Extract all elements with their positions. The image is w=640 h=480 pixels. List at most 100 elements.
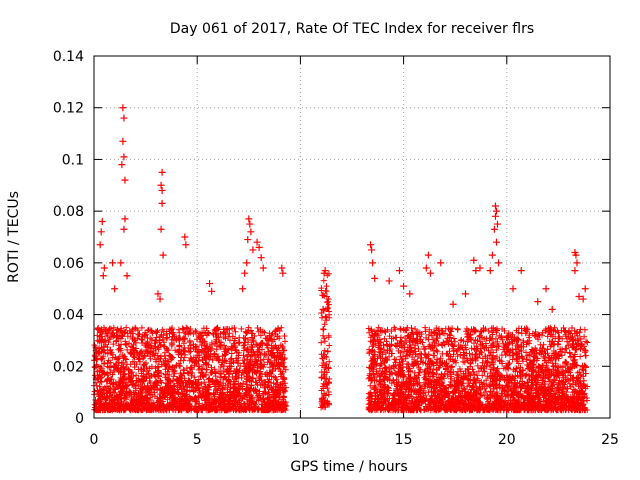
data-point (158, 168, 166, 176)
x-axis-label: GPS time / hours (290, 459, 407, 475)
data-point (424, 251, 432, 259)
x-tick-labels: 0 5 10 15 20 25 (90, 432, 619, 448)
data-point (117, 259, 125, 267)
data-point (449, 300, 457, 308)
data-point (154, 290, 162, 298)
data-point (472, 267, 480, 275)
y-axis-label: ROTI / TECUs (6, 191, 22, 283)
data-point (182, 241, 190, 249)
data-point (279, 269, 287, 277)
data-point (121, 176, 129, 184)
data-point (486, 267, 494, 275)
y-tick-label: 0.04 (53, 308, 84, 324)
data-point (422, 264, 430, 272)
data-point-cloud (91, 270, 591, 414)
data-point (249, 246, 257, 254)
data-point (571, 267, 579, 275)
data-point (208, 287, 216, 295)
data-point (239, 285, 247, 293)
y-tick-label: 0.14 (53, 49, 84, 65)
data-point (368, 246, 376, 254)
data-point (495, 259, 503, 267)
y-tick-label: 0.12 (53, 101, 84, 117)
data-point (158, 186, 166, 194)
data-point (257, 254, 265, 262)
data-point (462, 290, 470, 298)
data-point (406, 290, 414, 298)
data-point (278, 264, 286, 272)
data-point (157, 225, 165, 233)
data-point (426, 269, 434, 277)
data-point (575, 292, 583, 300)
data-point (542, 285, 550, 293)
data-point (119, 104, 127, 112)
data-point (492, 207, 500, 215)
data-point (476, 264, 484, 272)
data-point (581, 285, 589, 293)
data-point (159, 251, 167, 259)
data-point (491, 212, 499, 220)
data-point (534, 298, 542, 306)
y-tick-label: 0 (75, 411, 84, 427)
data-point (319, 305, 327, 313)
data-points (91, 104, 591, 414)
data-point (118, 161, 126, 169)
data-point (120, 225, 128, 233)
x-tick-label: 25 (601, 432, 619, 448)
data-point (241, 269, 249, 277)
data-point (492, 238, 500, 246)
data-point (120, 153, 128, 161)
data-point (367, 241, 375, 249)
x-tick-label: 5 (193, 432, 202, 448)
data-point (243, 259, 251, 267)
y-tick-label: 0.06 (53, 256, 84, 272)
data-point (245, 215, 253, 223)
data-point (158, 199, 166, 207)
data-point (491, 202, 499, 210)
data-point (259, 264, 267, 272)
grid-lines (94, 56, 610, 418)
y-tick-labels: 0 0.02 0.04 0.06 0.08 0.1 0.12 0.14 (53, 49, 84, 427)
data-point (320, 269, 328, 277)
data-point (548, 305, 556, 313)
data-point (121, 215, 129, 223)
y-tick-label: 0.1 (62, 152, 84, 168)
data-point (395, 267, 403, 275)
data-point (579, 295, 587, 303)
data-point (255, 243, 263, 251)
data-point (97, 228, 105, 236)
data-point (123, 272, 131, 280)
data-point (157, 181, 165, 189)
data-point (517, 267, 525, 275)
data-point (99, 272, 107, 280)
data-point (119, 137, 127, 145)
data-point (470, 256, 478, 264)
data-point (253, 238, 261, 246)
data-point (400, 282, 408, 290)
data-point (111, 285, 119, 293)
data-point (109, 259, 117, 267)
data-point (488, 251, 496, 259)
data-point (385, 277, 393, 285)
data-point (100, 264, 108, 272)
x-tick-label: 15 (395, 432, 413, 448)
data-point (573, 259, 581, 267)
data-point (247, 228, 255, 236)
data-point (509, 285, 517, 293)
data-point (437, 259, 445, 267)
x-tick-label: 10 (291, 432, 309, 448)
data-point (98, 217, 106, 225)
data-point (206, 280, 214, 288)
data-point (244, 236, 252, 244)
data-point (369, 259, 377, 267)
data-point (156, 295, 164, 303)
chart-title: Day 061 of 2017, Rate Of TEC Index for r… (170, 21, 534, 37)
plot-frame (93, 55, 611, 419)
data-point (96, 241, 104, 249)
x-tick-label: 0 (90, 432, 99, 448)
data-point (371, 274, 379, 282)
data-point (572, 251, 580, 259)
data-point (246, 220, 254, 228)
data-point (494, 220, 502, 228)
